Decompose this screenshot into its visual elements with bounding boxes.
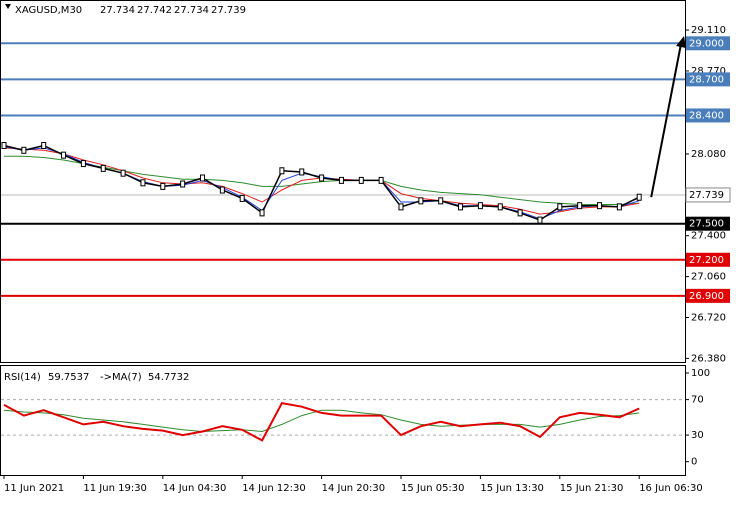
candle [338, 176, 344, 184]
candle [259, 209, 265, 217]
candle [616, 203, 622, 211]
candle [597, 202, 602, 210]
candle [219, 186, 225, 194]
candle [497, 203, 503, 211]
y-tick-label: 28.080 [691, 149, 726, 160]
candle [299, 168, 305, 176]
y-tick-label: 0 [691, 457, 697, 468]
candle [458, 203, 464, 211]
candle [120, 169, 126, 177]
candle [577, 202, 583, 210]
candle [557, 203, 563, 211]
level-box [686, 108, 730, 123]
candle [279, 167, 285, 175]
arrow-head [676, 36, 686, 48]
x-tick-label: 14 Jun 12:30 [242, 483, 306, 494]
current-price-label: 27.739 [689, 190, 724, 201]
candle [239, 194, 245, 202]
y-tick-label: 28.770 [691, 66, 726, 77]
y-tick-label: 70 [691, 395, 704, 406]
ohlc-value: 27.734 [100, 5, 135, 16]
rsi-line [3, 401, 640, 442]
level-label: 27.200 [689, 255, 724, 266]
ohlc-value: 27.739 [211, 5, 246, 16]
candle [140, 179, 146, 187]
x-tick-label: 14 Jun 04:30 [163, 483, 227, 494]
y-tick-label: 27.060 [691, 272, 726, 283]
level-label: 28.700 [689, 74, 724, 85]
level-label: 29.000 [689, 38, 724, 49]
y-tick-label: 30 [691, 430, 704, 441]
candle [80, 160, 86, 168]
x-tick-label: 14 Jun 20:30 [322, 483, 386, 494]
level-box [686, 288, 730, 303]
candle [358, 176, 364, 184]
candle [319, 174, 325, 182]
y-tick-label: 27.400 [691, 231, 726, 242]
moving-average [4, 155, 640, 205]
ohlc-value: 27.734 [174, 5, 209, 16]
y-tick-label: 26.380 [691, 353, 726, 364]
x-tick-label: 15 Jun 21:30 [560, 483, 624, 494]
level-box [686, 252, 730, 267]
rsi-label: RSI(14) [4, 372, 41, 383]
candle [378, 176, 384, 184]
candle [200, 174, 205, 182]
ohlc-value: 27.742 [137, 5, 172, 16]
y-tick-label: 100 [691, 368, 710, 379]
level-box [686, 72, 730, 87]
x-tick-label: 11 Jun 2021 [4, 483, 64, 494]
y-tick-label: 26.720 [691, 313, 726, 324]
forecast-arrow [650, 43, 682, 198]
candle [160, 182, 166, 190]
x-tick-label: 11 Jun 19:30 [83, 483, 147, 494]
candle [477, 202, 483, 210]
x-tick-label: 15 Jun 13:30 [480, 483, 544, 494]
rsi-value: 59.7537 [48, 372, 89, 383]
level-box [686, 36, 730, 51]
level-label: 28.400 [689, 110, 724, 121]
candle [636, 193, 642, 201]
x-tick-label: 16 Jun 06:30 [639, 483, 703, 494]
candle [180, 180, 186, 188]
candle [537, 216, 543, 224]
candle [517, 209, 523, 217]
candle [438, 197, 444, 205]
rsi-ma-line [3, 409, 640, 433]
level-box [686, 216, 730, 231]
chart-title: XAGUSD,M30 [15, 5, 82, 16]
rsi-ma-label: ->MA(7) [100, 372, 142, 383]
candle [21, 146, 27, 154]
candle [398, 203, 404, 211]
rsi-panel [0, 365, 686, 476]
x-tick-label: 15 Jun 05:30 [401, 483, 465, 494]
y-tick-label: 29.110 [691, 25, 726, 36]
candle [418, 197, 424, 205]
collapse-icon [5, 4, 11, 9]
candle [61, 151, 67, 159]
level-label: 27.500 [689, 219, 724, 230]
level-label: 26.900 [689, 291, 724, 302]
candle [41, 142, 47, 150]
price-box [685, 187, 731, 203]
candle [100, 164, 106, 172]
candle [1, 142, 7, 150]
rsi-ma-value: 54.7732 [148, 372, 189, 383]
